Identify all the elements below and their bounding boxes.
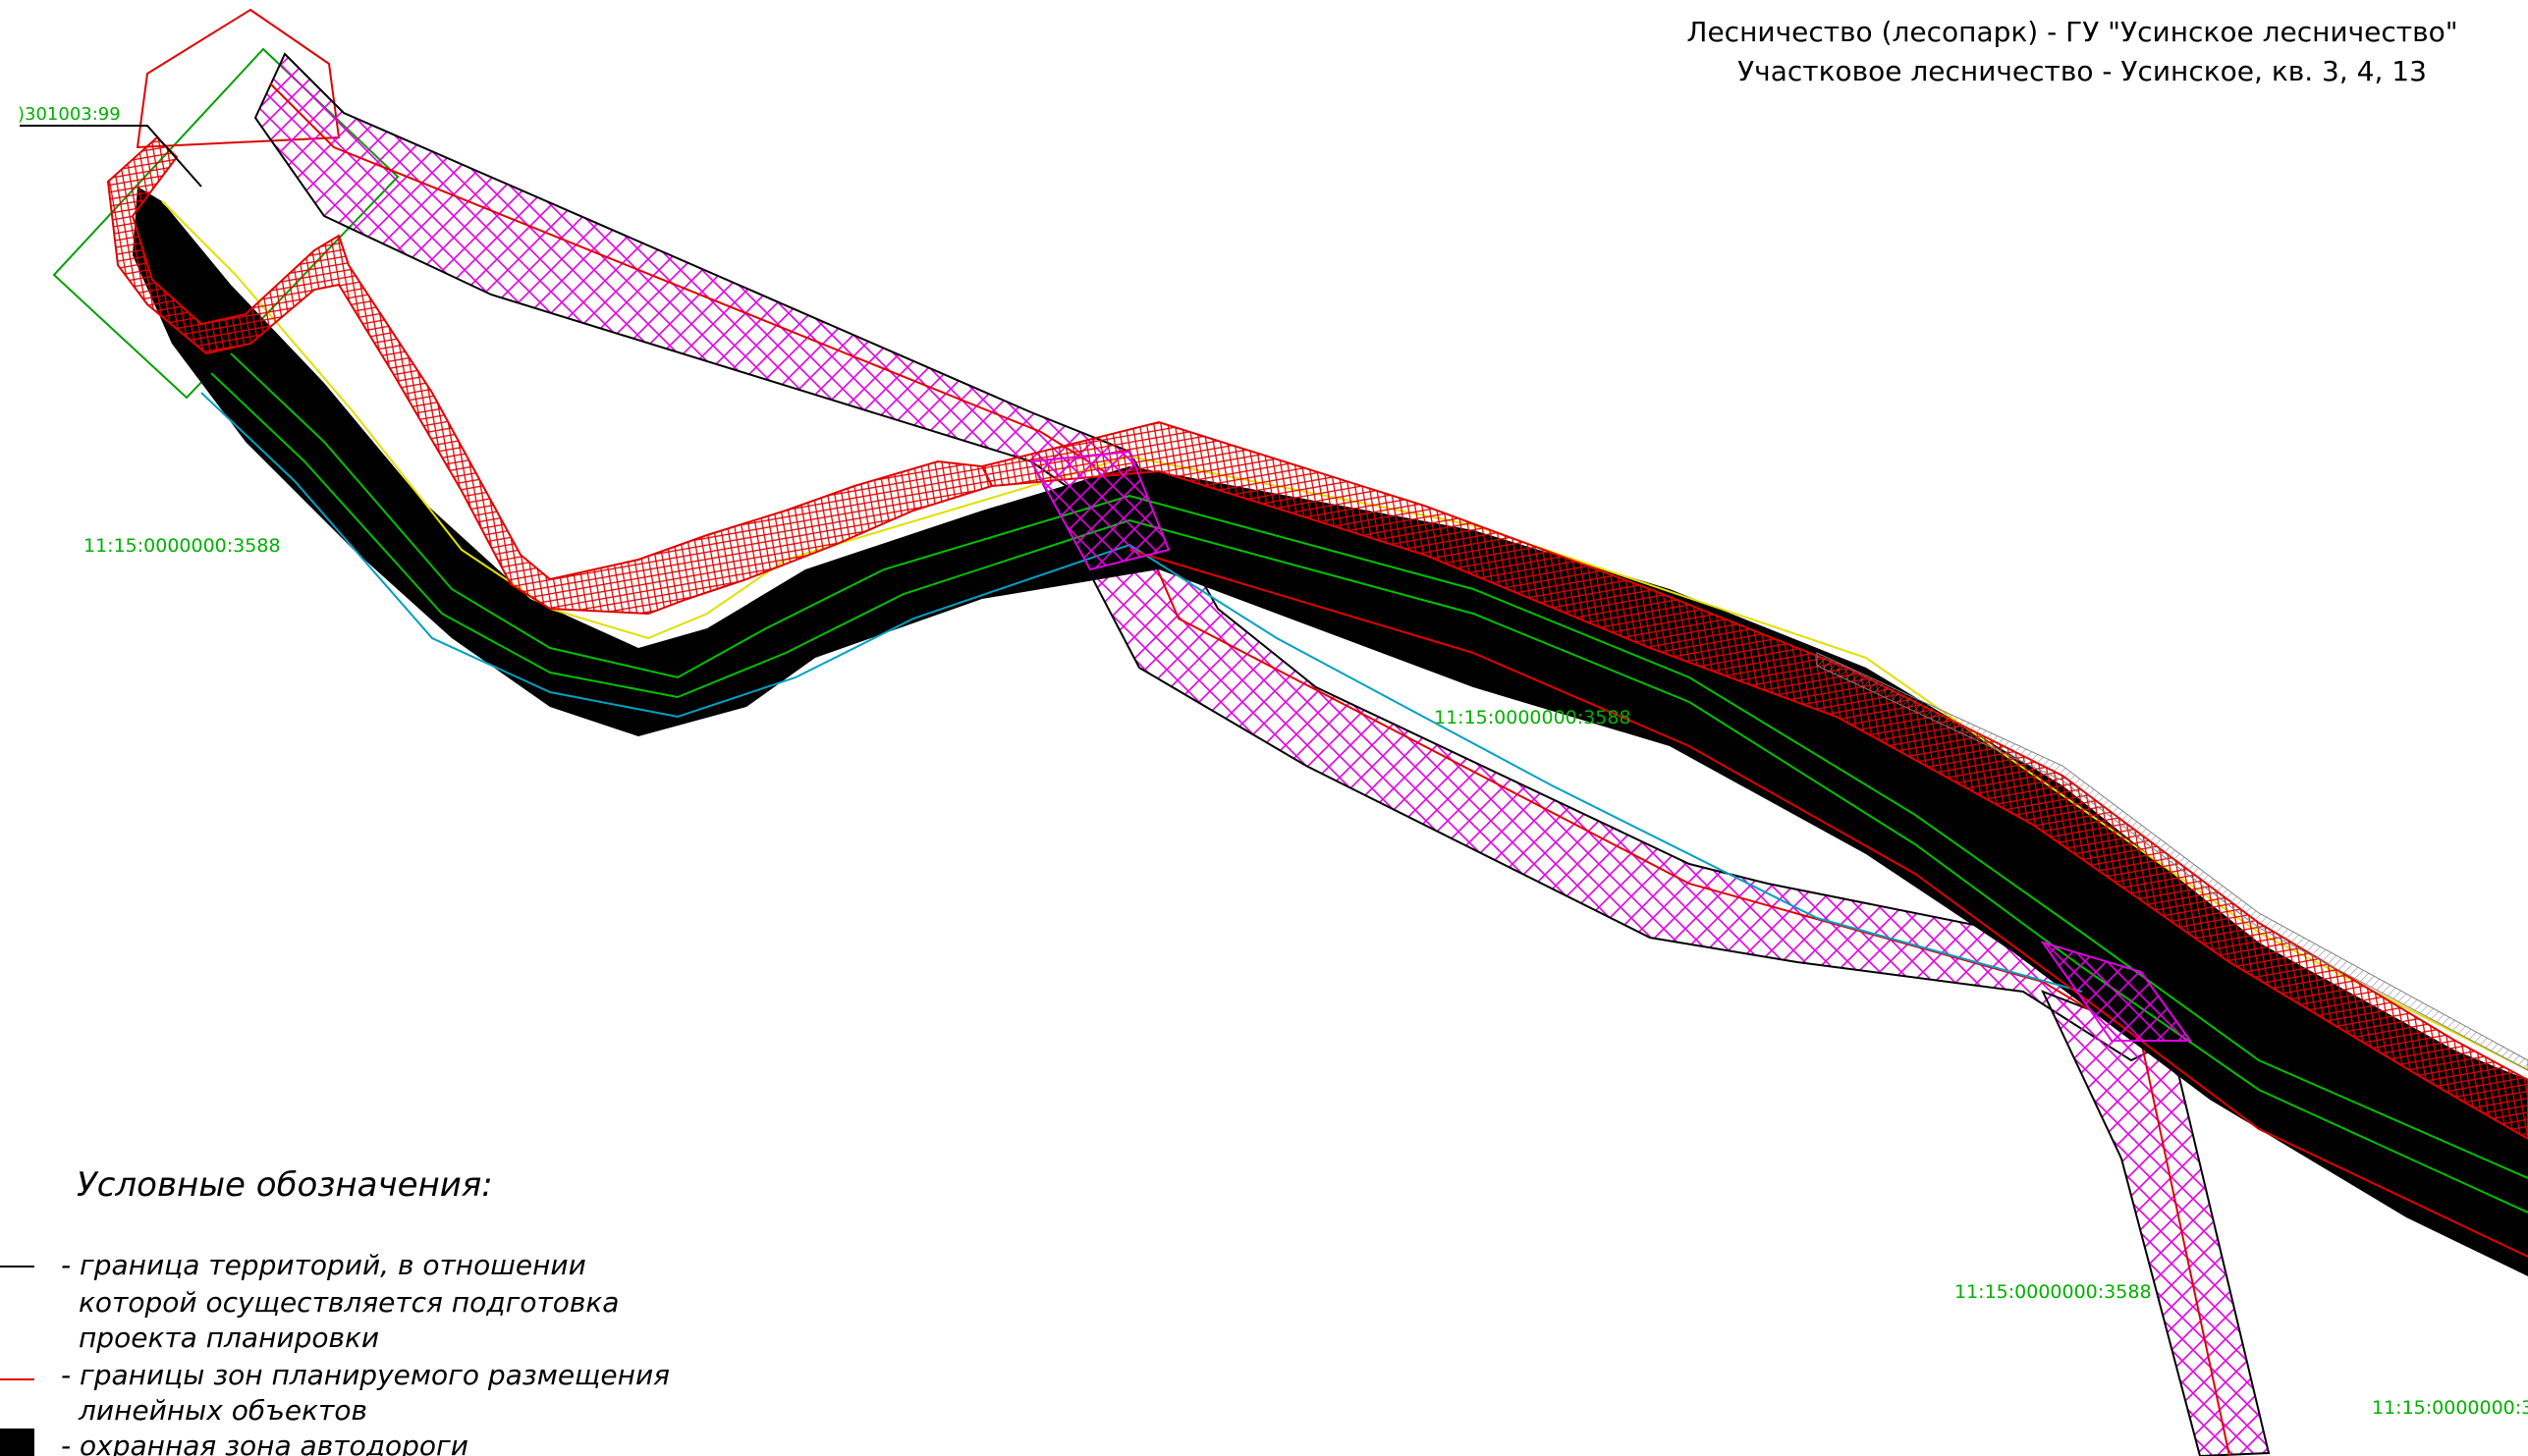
planning-zone-outline-top xyxy=(136,8,341,149)
road-edge-red xyxy=(1128,549,2528,1258)
legend-item-1-line-1: - граница территорий, в отношении xyxy=(61,1249,586,1281)
label-leader xyxy=(20,125,202,188)
legend-item-3-line-1: - охранная зона автодороги xyxy=(61,1429,468,1456)
road-edge-green-1 xyxy=(230,352,2528,1179)
parcel-label-3: 11:15:0000000:3588 xyxy=(1954,1281,2152,1303)
legend-item-1-line-2: которой осуществляется подготовка xyxy=(79,1286,619,1319)
parcel-label-1: 11:15:0000000:3588 xyxy=(83,535,281,557)
legend-symbol-road-zone xyxy=(0,1429,34,1456)
legend-item-1-line-3: проекта планировки xyxy=(79,1321,379,1354)
planned-zone-upper-strip xyxy=(980,420,2528,1141)
legend-item-2-line-1: - границы зон планируемого размещения xyxy=(61,1359,670,1391)
pipeline-crossing-1 xyxy=(1029,450,1171,571)
road-edge-cyan xyxy=(200,392,2083,993)
legend-title: Условные обозначения: xyxy=(77,1165,493,1205)
parcel-label-top-left: )301003:99 xyxy=(18,104,121,125)
parcel-label-2: 11:15:0000000:3588 xyxy=(1434,707,1631,728)
header-line-1: Лесничество (лесопарк) - ГУ "Усинское ле… xyxy=(1686,16,2457,48)
header-line-2: Участковое лесничество - Усинское, кв. 3… xyxy=(1737,55,2427,87)
parcel-label-edge: 11:15:0000000:35 xyxy=(2372,1397,2528,1419)
road-edge-yellow xyxy=(161,200,2528,1071)
grey-strip xyxy=(1816,652,2528,1071)
legend-item-2-line-2: линейных объектов xyxy=(78,1394,367,1427)
planned-zone-left-loop xyxy=(106,135,994,616)
pipeline-crossing-2 xyxy=(2040,941,2192,1042)
pipeline-zone-magenta-1 xyxy=(253,52,1151,512)
